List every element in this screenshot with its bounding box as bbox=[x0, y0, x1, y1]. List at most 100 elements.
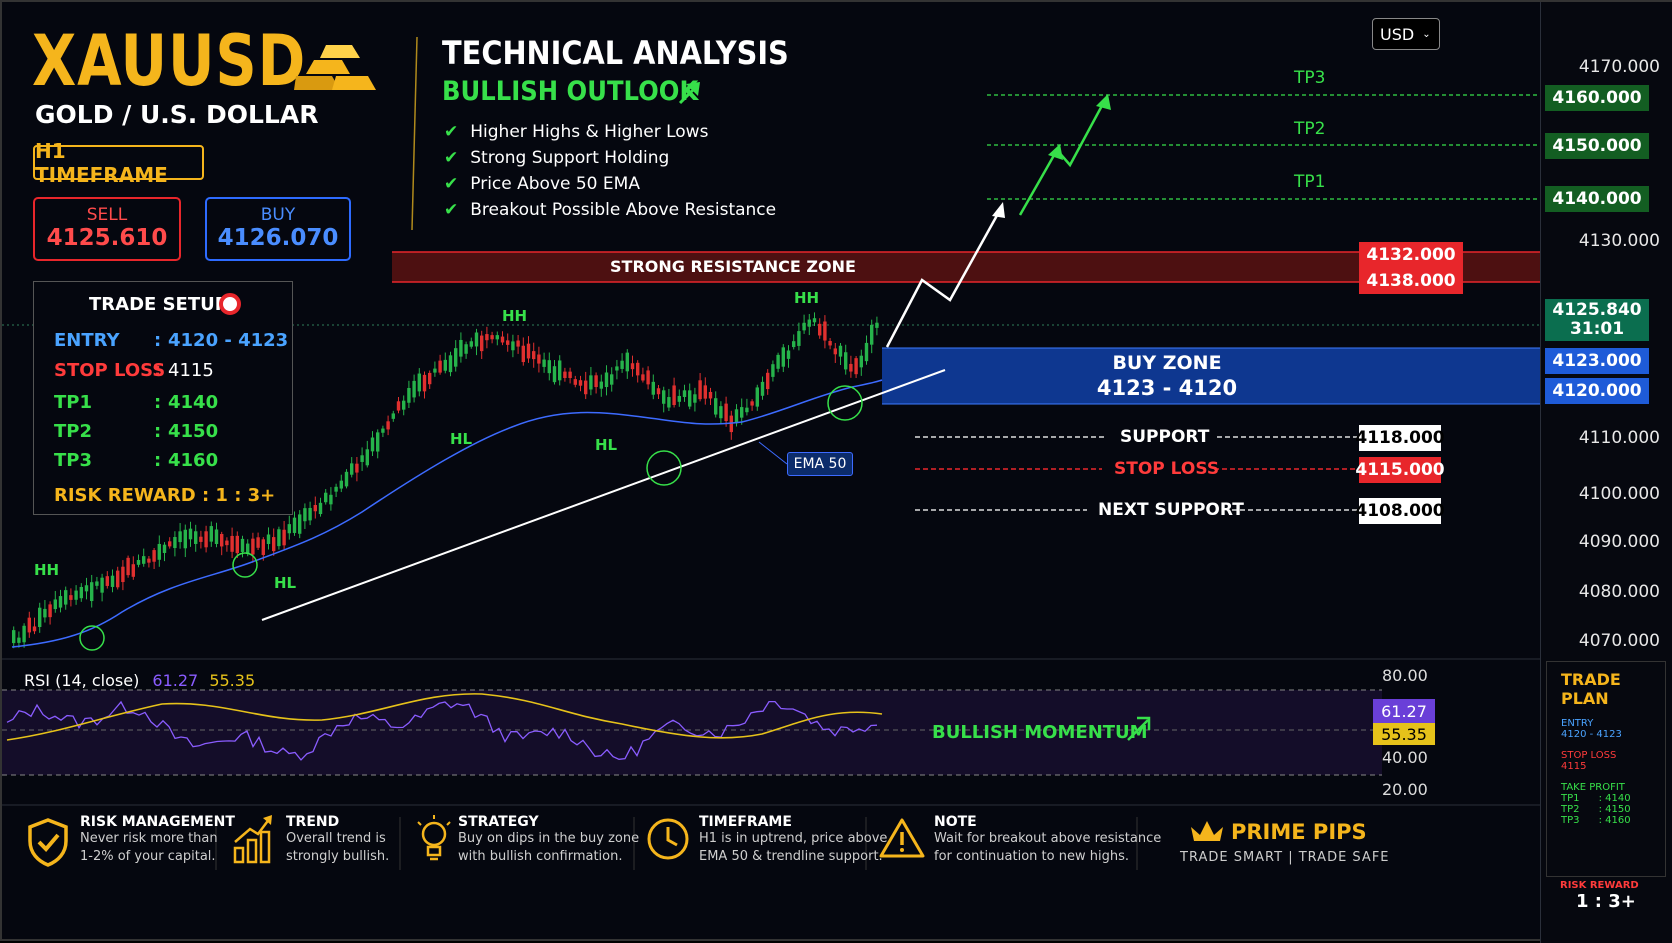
resistance-zone-label: STRONG RESISTANCE ZONE bbox=[610, 257, 856, 276]
candle-body bbox=[792, 341, 796, 348]
candle-body bbox=[807, 319, 811, 327]
candle-body bbox=[69, 595, 73, 600]
trade-setup-panel: TRADE SETUP ENTRY : 4120 - 4123 STOP LOS… bbox=[33, 281, 293, 515]
candle-body bbox=[422, 374, 427, 392]
footer-title: NOTE bbox=[934, 814, 977, 830]
candle-body bbox=[625, 352, 629, 372]
rsi-line bbox=[6, 700, 878, 761]
buy-quote-button[interactable]: BUY 4126.070 bbox=[205, 197, 351, 261]
candle-body bbox=[828, 341, 832, 346]
candle-body bbox=[417, 373, 421, 392]
candle-body bbox=[604, 372, 609, 388]
candle-body bbox=[225, 540, 229, 546]
candle-body bbox=[157, 543, 161, 560]
swing-low-circle bbox=[646, 450, 682, 486]
currency-select[interactable]: USD ⌄ bbox=[1372, 18, 1440, 50]
candle-body bbox=[547, 360, 551, 374]
candle-body bbox=[48, 604, 52, 618]
candle-body bbox=[485, 334, 489, 341]
candle-body bbox=[781, 347, 785, 367]
warning-icon bbox=[879, 818, 925, 858]
candle-body bbox=[334, 486, 338, 492]
price-tick: 4100.000 bbox=[1578, 484, 1660, 504]
candle-body bbox=[365, 449, 369, 466]
candle-body bbox=[43, 608, 47, 618]
tp-entry-label: ENTRY bbox=[1561, 718, 1594, 729]
rsi-level-20: 20.00 bbox=[1382, 780, 1428, 799]
candle-body bbox=[136, 559, 141, 565]
rsi-title: RSI (14, close) bbox=[24, 671, 140, 690]
candle-body bbox=[734, 409, 739, 424]
candle-body bbox=[142, 556, 146, 564]
candle-body bbox=[396, 401, 401, 411]
rsi-level-40: 40.00 bbox=[1382, 748, 1428, 767]
analysis-point: ✔ Higher Highs & Higher Lows bbox=[444, 122, 709, 142]
buy-label: BUY bbox=[260, 205, 296, 225]
support-label: SUPPORT bbox=[1120, 427, 1210, 447]
candle-body bbox=[693, 394, 697, 403]
footer-title: RISK MANAGEMENT bbox=[80, 814, 235, 830]
symbol-title: XAUUSD bbox=[32, 20, 307, 102]
candle-body bbox=[745, 407, 749, 413]
candle-body bbox=[272, 537, 276, 552]
candle-body bbox=[620, 360, 624, 369]
current-price: 4125.840 bbox=[1552, 300, 1642, 320]
resistance-bottom-tag: 4138.000 bbox=[1359, 268, 1463, 294]
candle-body bbox=[797, 331, 801, 346]
candle-body bbox=[298, 514, 302, 534]
candle-body bbox=[464, 344, 468, 354]
candle-body bbox=[615, 366, 619, 371]
candle-body bbox=[771, 364, 775, 377]
candle-body bbox=[584, 380, 588, 395]
candle-body bbox=[58, 596, 63, 608]
candle-body bbox=[214, 529, 219, 545]
candlestick-series bbox=[12, 312, 879, 649]
candle-body bbox=[339, 480, 343, 489]
candle-body bbox=[495, 335, 499, 340]
analysis-title: TECHNICAL ANALYSIS bbox=[442, 34, 789, 72]
candle-body bbox=[313, 504, 317, 512]
footer-desc-line: with bullish confirmation. bbox=[458, 849, 623, 864]
candle-body bbox=[646, 370, 650, 385]
candle-body bbox=[22, 625, 26, 643]
candle-body bbox=[204, 531, 208, 548]
candle-body bbox=[407, 387, 411, 403]
pair-name: GOLD / U.S. DOLLAR bbox=[35, 100, 319, 129]
candle-body bbox=[521, 345, 525, 363]
candle-body bbox=[246, 543, 250, 555]
analysis-point: ✔ Strong Support Holding bbox=[444, 148, 670, 168]
resistance-zone bbox=[392, 252, 1540, 282]
footer-trend: TREND Overall trend is strongly bullish. bbox=[286, 814, 389, 884]
candle-body bbox=[355, 463, 359, 473]
candle-body bbox=[329, 494, 333, 505]
candle-body bbox=[563, 371, 567, 378]
trade-plan-panel: TRADE PLAN ENTRY 4120 - 4123 STOP LOSS 4… bbox=[1546, 661, 1666, 877]
candle-body bbox=[656, 388, 661, 395]
candle-body bbox=[859, 355, 863, 368]
sell-quote-button[interactable]: SELL 4125.610 bbox=[33, 197, 181, 261]
brand-tagline: TRADE SMART | TRADE SAFE bbox=[1180, 850, 1390, 865]
candle-body bbox=[682, 390, 687, 398]
candle-body bbox=[116, 570, 120, 588]
candle-body bbox=[854, 358, 858, 375]
analysis-points: ✔ Higher Highs & Higher Lows ✔ Strong Supp… bbox=[444, 119, 776, 223]
candle-body bbox=[755, 387, 759, 407]
ts-entry-value: 4120 - 4123 bbox=[168, 330, 289, 351]
candle-body bbox=[261, 539, 265, 555]
candle-body bbox=[849, 363, 853, 372]
rsi-signal-tag: 55.35 bbox=[1373, 723, 1435, 745]
candle-body bbox=[469, 341, 473, 347]
timeframe-badge: H1 TIMEFRAME bbox=[33, 139, 204, 187]
footer-title: TREND bbox=[286, 814, 340, 830]
analysis-point: ✔ Breakout Possible Above Resistance bbox=[444, 200, 777, 220]
candle-body bbox=[183, 529, 187, 549]
candle-body bbox=[454, 348, 458, 367]
rsi-signal-value: 55.35 bbox=[209, 671, 256, 690]
candle-body bbox=[708, 391, 713, 399]
tp-tp3: TP3 : 4160 bbox=[1561, 815, 1631, 826]
swing-label-hh: HH bbox=[34, 561, 60, 579]
candle-body bbox=[240, 538, 245, 552]
price-tick: 4130.000 bbox=[1578, 231, 1660, 251]
candle-body bbox=[131, 564, 135, 577]
